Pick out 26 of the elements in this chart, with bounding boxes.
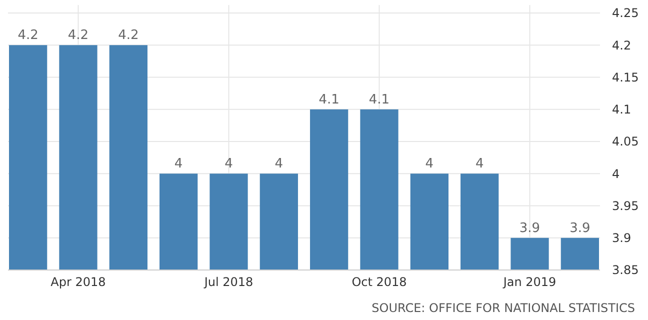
data-label: 4	[425, 156, 434, 172]
y-tick-label: 3.9	[612, 231, 632, 246]
data-label: 3.9	[519, 220, 540, 236]
data-label: 4.1	[368, 92, 390, 108]
x-tick-label: Apr 2018	[50, 275, 106, 289]
data-label: 4.1	[318, 92, 340, 108]
data-label: 4	[224, 156, 233, 172]
y-tick-label: 4.05	[612, 134, 639, 149]
y-tick-label: 4	[612, 166, 620, 181]
y-tick-label: 4.15	[612, 70, 639, 84]
x-tick-label: Jan 2019	[502, 275, 556, 289]
y-tick-label: 4.2	[612, 38, 632, 52]
y-tick-label: 4.25	[612, 6, 639, 20]
data-label: 4	[174, 156, 183, 172]
data-label: 4.2	[68, 28, 89, 44]
source-note: SOURCE: OFFICE FOR NATIONAL STATISTICS	[372, 301, 635, 315]
y-tick-label: 3.95	[612, 198, 639, 213]
x-tick-label: Jul 2018	[203, 275, 254, 289]
y-tick-label: 4.1	[612, 102, 632, 117]
data-label: 3.9	[570, 220, 590, 236]
data-label: 4.2	[118, 28, 139, 44]
y-tick-label: 3.85	[612, 263, 639, 278]
data-label: 4.2	[18, 28, 38, 44]
data-label: 4	[274, 156, 284, 172]
data-label: 4	[475, 156, 484, 172]
x-tick-label: Oct 2018	[352, 275, 407, 289]
